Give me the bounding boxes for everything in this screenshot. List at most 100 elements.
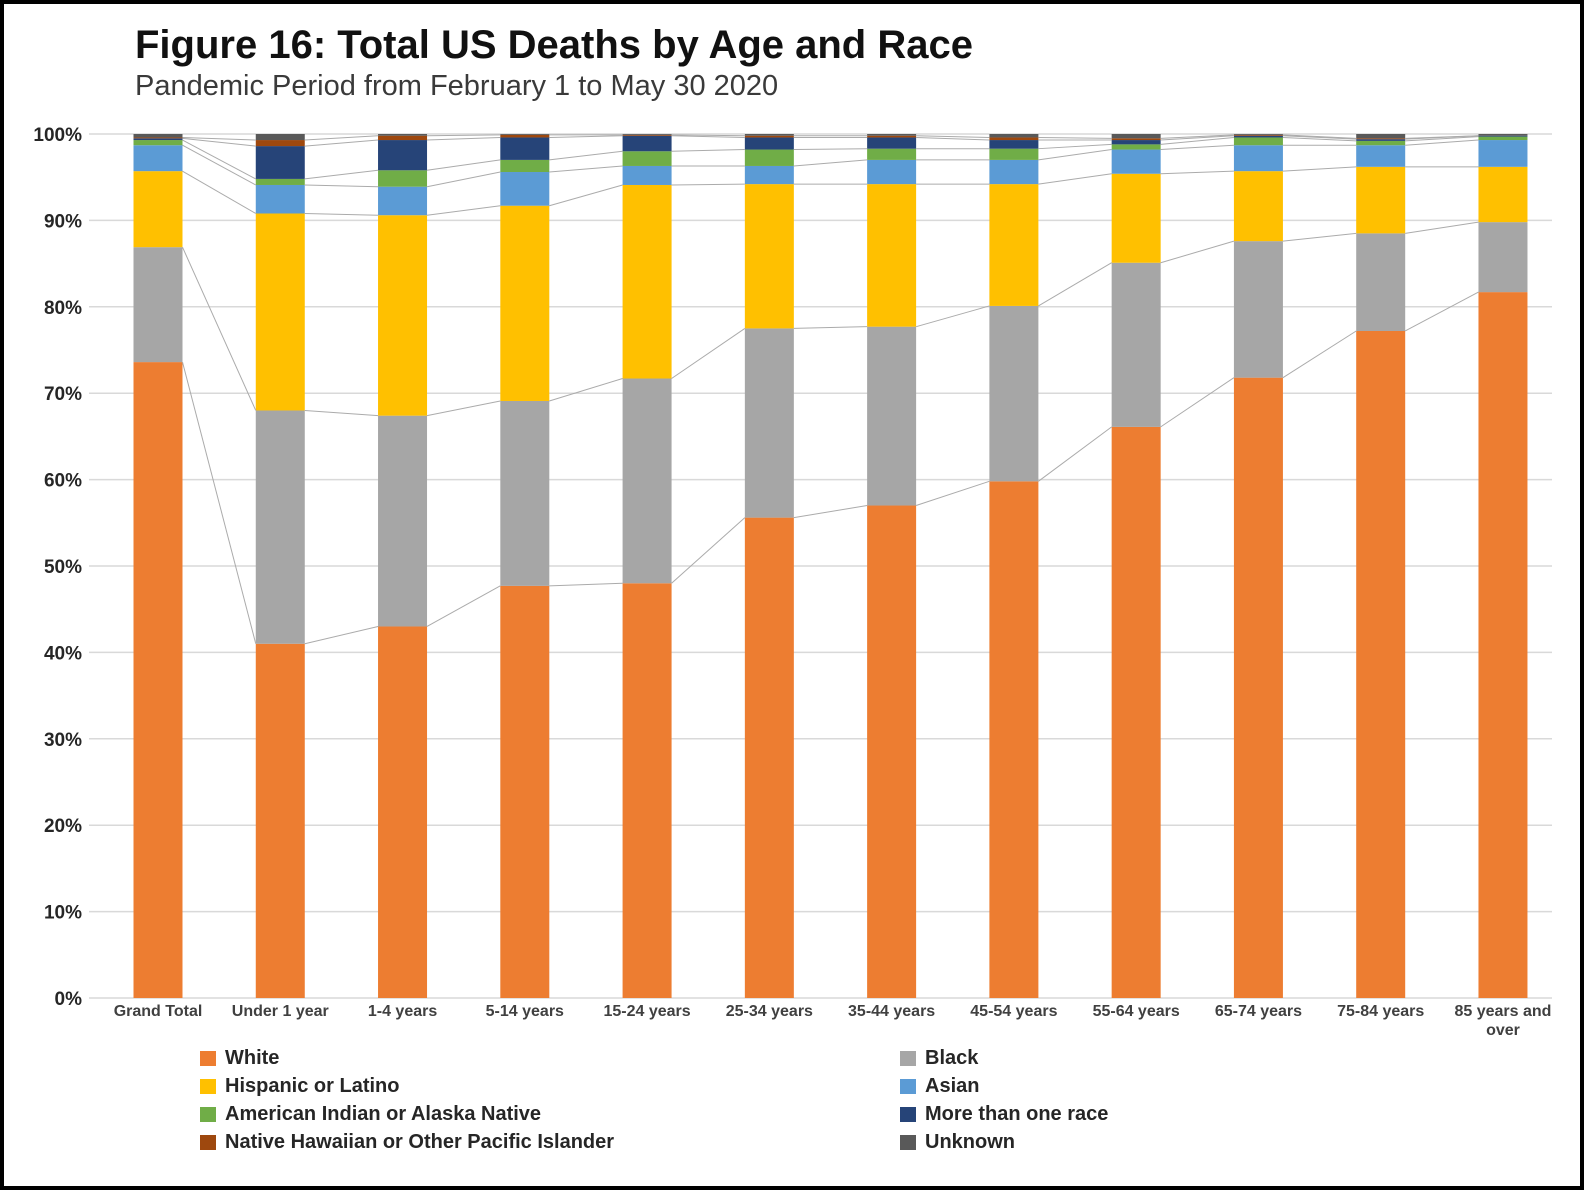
- series-connector-line: [1282, 134, 1357, 139]
- bar-segment: [989, 137, 1039, 141]
- series-connector-line: [1160, 134, 1234, 139]
- series-connector-line: [1160, 136, 1234, 145]
- series-connector-line: [549, 184, 623, 207]
- bar-segment: [255, 643, 305, 998]
- series-connector-line: [1282, 166, 1357, 172]
- bar-segment: [622, 134, 672, 135]
- bar-segment: [255, 184, 305, 214]
- bar-segment: [622, 151, 672, 166]
- bar-segment: [500, 134, 550, 138]
- bar-segment: [989, 305, 1039, 482]
- y-axis-tick-label: 20%: [44, 816, 82, 837]
- bar-segment: [989, 159, 1039, 185]
- legend-item: American Indian or Alaska Native: [200, 1100, 614, 1128]
- bar-segment: [1478, 140, 1528, 167]
- legend-item-label: Asian: [925, 1074, 980, 1097]
- legend-swatch-icon: [200, 1078, 216, 1094]
- bar-segment: [378, 215, 428, 416]
- series-connector-line: [1038, 149, 1112, 161]
- bar-segment: [1356, 233, 1406, 331]
- series-connector-line: [426, 400, 501, 417]
- y-axis-tick-label: 60%: [44, 471, 82, 492]
- legend-item-label: Black: [925, 1046, 979, 1069]
- series-connector-line: [182, 139, 257, 180]
- series-connector-line: [1160, 170, 1234, 175]
- series-connector-line: [1038, 173, 1112, 185]
- bar-segment: [500, 400, 550, 586]
- bar-segment: [1478, 222, 1528, 293]
- series-connector-line: [426, 585, 501, 627]
- series-connector-line: [1405, 139, 1479, 146]
- bar-segment: [378, 135, 428, 141]
- series-connector-line: [1405, 135, 1479, 139]
- series-connector-line: [182, 144, 257, 186]
- bar-segment: [500, 172, 550, 206]
- y-axis-tick-label: 100%: [33, 125, 82, 146]
- bar-segment: [744, 517, 794, 998]
- series-connector-line: [182, 137, 256, 147]
- bar-segment: [744, 135, 794, 138]
- bar-segment: [1111, 262, 1161, 427]
- x-axis-category-label: 1-4 years: [368, 1003, 437, 1020]
- bar-segment: [622, 184, 672, 379]
- bar-segment: [1356, 139, 1406, 141]
- series-connector-line: [1038, 262, 1112, 307]
- x-axis-category-label: 75-84 years: [1337, 1003, 1424, 1020]
- bar-segment: [1478, 292, 1528, 998]
- bar-segment: [378, 140, 428, 171]
- series-connector-line: [671, 327, 746, 379]
- bar-segment: [1233, 377, 1283, 998]
- bar-segment: [1478, 136, 1528, 141]
- y-axis-tick-label: 30%: [44, 730, 82, 751]
- series-connector-line: [427, 134, 501, 137]
- series-connector-line: [549, 582, 623, 587]
- bar-segment: [1233, 134, 1283, 136]
- legend-swatch-icon: [900, 1106, 916, 1122]
- bar-segment: [867, 326, 917, 506]
- y-axis-tick-label: 80%: [44, 298, 82, 319]
- bar-segment: [989, 140, 1039, 149]
- bar-segment: [1356, 140, 1406, 146]
- chart-legend-right-column: Black Asian More than one race Unknown: [900, 1044, 1108, 1156]
- bar-segment: [133, 362, 183, 998]
- bar-segment: [500, 585, 550, 998]
- bar-segment: [1478, 135, 1528, 137]
- series-connector-line: [1405, 221, 1479, 234]
- legend-swatch-icon: [900, 1078, 916, 1094]
- bar-segment: [1111, 149, 1161, 174]
- bar-segment: [255, 178, 305, 185]
- series-connector-line: [182, 170, 257, 214]
- series-connector-line: [1404, 291, 1479, 332]
- series-connector-line: [304, 169, 379, 180]
- bar-segment: [500, 205, 550, 401]
- series-connector-line: [1160, 240, 1235, 264]
- series-connector-line: [671, 183, 745, 186]
- series-connector-line: [1038, 136, 1112, 139]
- bar-segment: [1111, 426, 1161, 998]
- y-axis-tick-label: 40%: [44, 643, 82, 664]
- series-connector-line: [427, 136, 501, 141]
- series-connector-line: [304, 212, 379, 216]
- series-connector-line: [426, 171, 501, 188]
- legend-item: Native Hawaiian or Other Pacific Islande…: [200, 1128, 614, 1156]
- x-axis-category-label: Under 1 year: [232, 1003, 329, 1020]
- x-axis-category-label: 45-54 years: [970, 1003, 1057, 1020]
- series-connector-line: [304, 135, 379, 141]
- bar-segment: [867, 134, 917, 136]
- series-connector-line: [1405, 136, 1479, 142]
- legend-item: Unknown: [900, 1128, 1108, 1156]
- legend-item: Hispanic or Latino: [200, 1072, 614, 1100]
- bar-segment: [622, 135, 672, 152]
- y-axis-tick-label: 0%: [55, 989, 83, 1010]
- series-connector-line: [915, 305, 990, 328]
- legend-item: More than one race: [900, 1100, 1108, 1128]
- series-connector-line: [304, 625, 379, 645]
- series-connector-line: [916, 135, 990, 138]
- bar-segment: [744, 149, 794, 166]
- bar-segment: [989, 134, 1039, 138]
- series-connector-line: [915, 480, 990, 506]
- series-connector-line: [426, 159, 501, 171]
- bar-segment: [1233, 134, 1283, 135]
- y-axis-tick-label: 10%: [44, 903, 82, 924]
